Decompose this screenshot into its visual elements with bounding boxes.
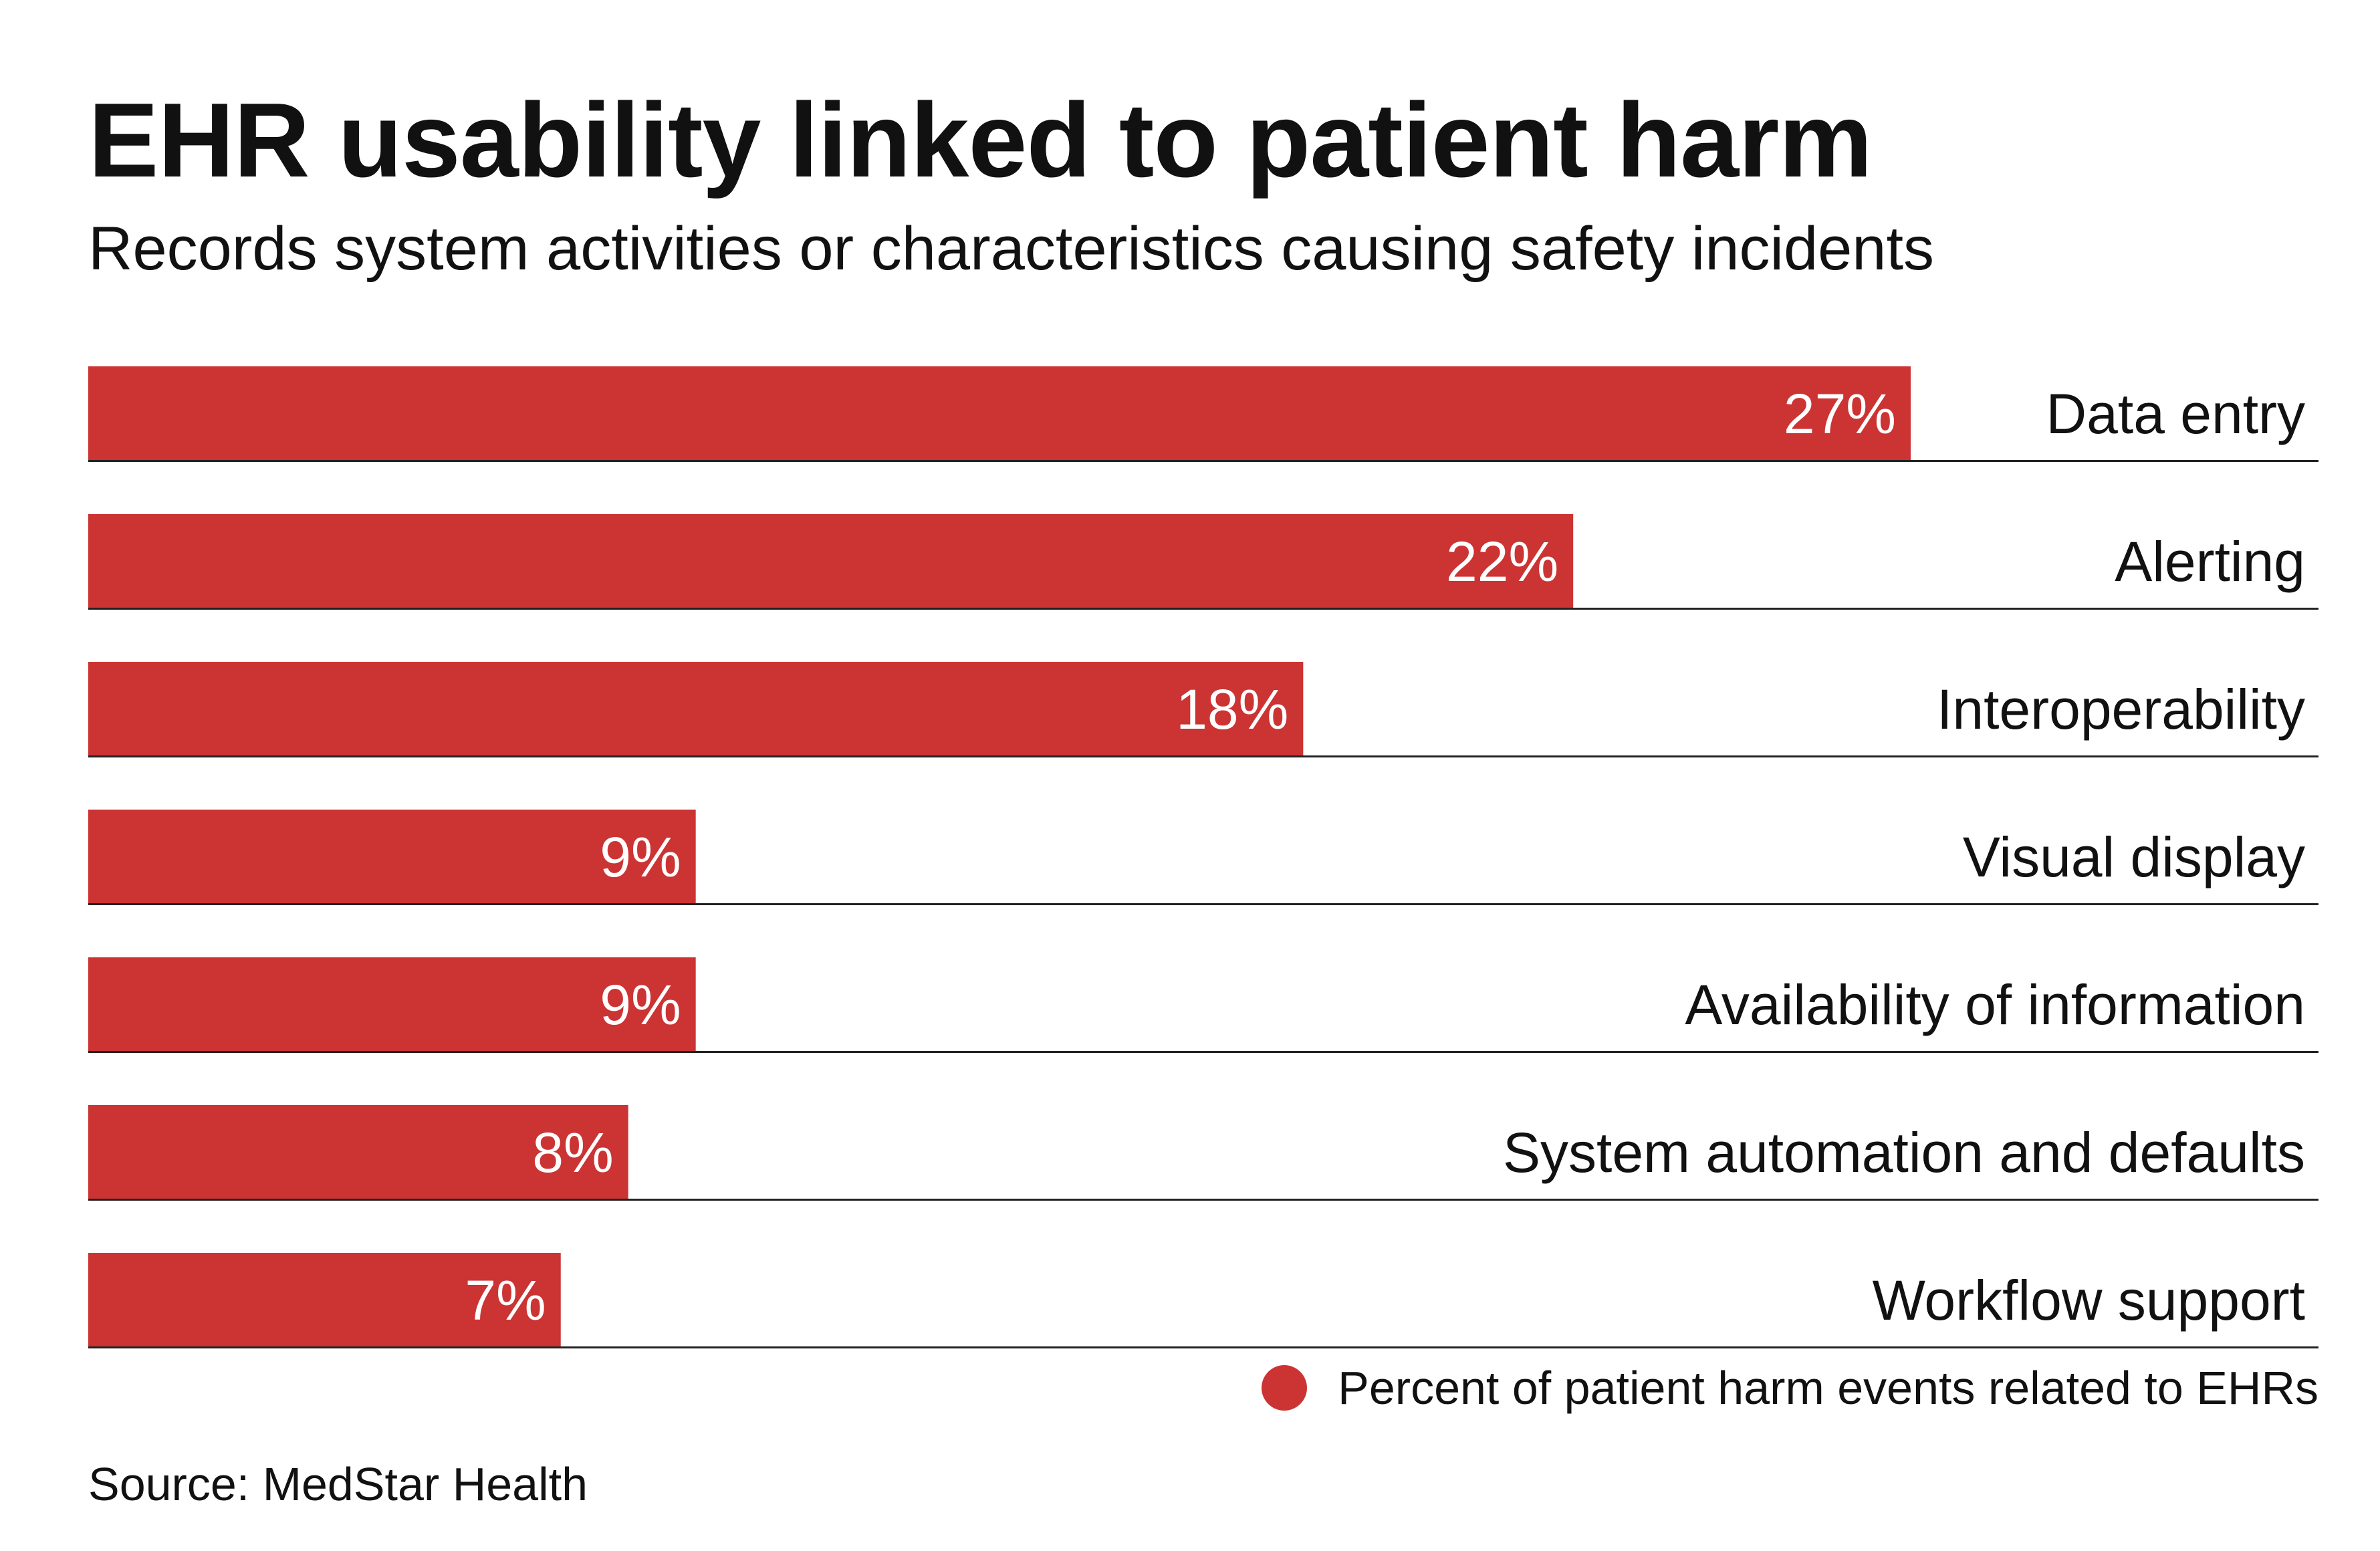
category-label-0: Data entry: [2046, 382, 2305, 445]
bar-1: [88, 514, 1574, 608]
category-label-4: Availability of information: [1685, 973, 2305, 1036]
bar-3: [88, 810, 696, 903]
category-label-1: Alerting: [2115, 530, 2305, 593]
bar-value-label-1: 22%: [1446, 530, 1558, 593]
bar-value-label-4: 9%: [600, 973, 681, 1036]
source-note: Source: MedStar Health: [88, 1458, 588, 1510]
bar-value-label-5: 8%: [532, 1121, 613, 1184]
legend-label: Percent of patient harm events related t…: [1338, 1362, 2318, 1414]
bar-value-label-3: 9%: [600, 826, 681, 888]
bar-5: [88, 1105, 628, 1199]
chart-subtitle: Records system activities or characteris…: [88, 215, 1935, 283]
category-label-3: Visual display: [1963, 826, 2305, 888]
legend: Percent of patient harm events related t…: [1262, 1361, 2318, 1415]
category-label-5: System automation and defaults: [1503, 1121, 2305, 1184]
bar-value-label-2: 18%: [1176, 678, 1288, 741]
chart-title: EHR usability linked to patient harm: [88, 82, 1873, 199]
legend-swatch-icon: [1262, 1365, 1308, 1411]
bar-value-label-6: 7%: [465, 1269, 546, 1332]
bar-4: [88, 957, 696, 1051]
category-label-6: Workflow support: [1873, 1269, 2305, 1332]
bar-2: [88, 662, 1304, 755]
category-label-2: Interoperability: [1937, 678, 2305, 741]
bar-value-label-0: 27%: [1784, 382, 1896, 445]
bar-0: [88, 366, 1911, 460]
bar-6: [88, 1253, 561, 1346]
